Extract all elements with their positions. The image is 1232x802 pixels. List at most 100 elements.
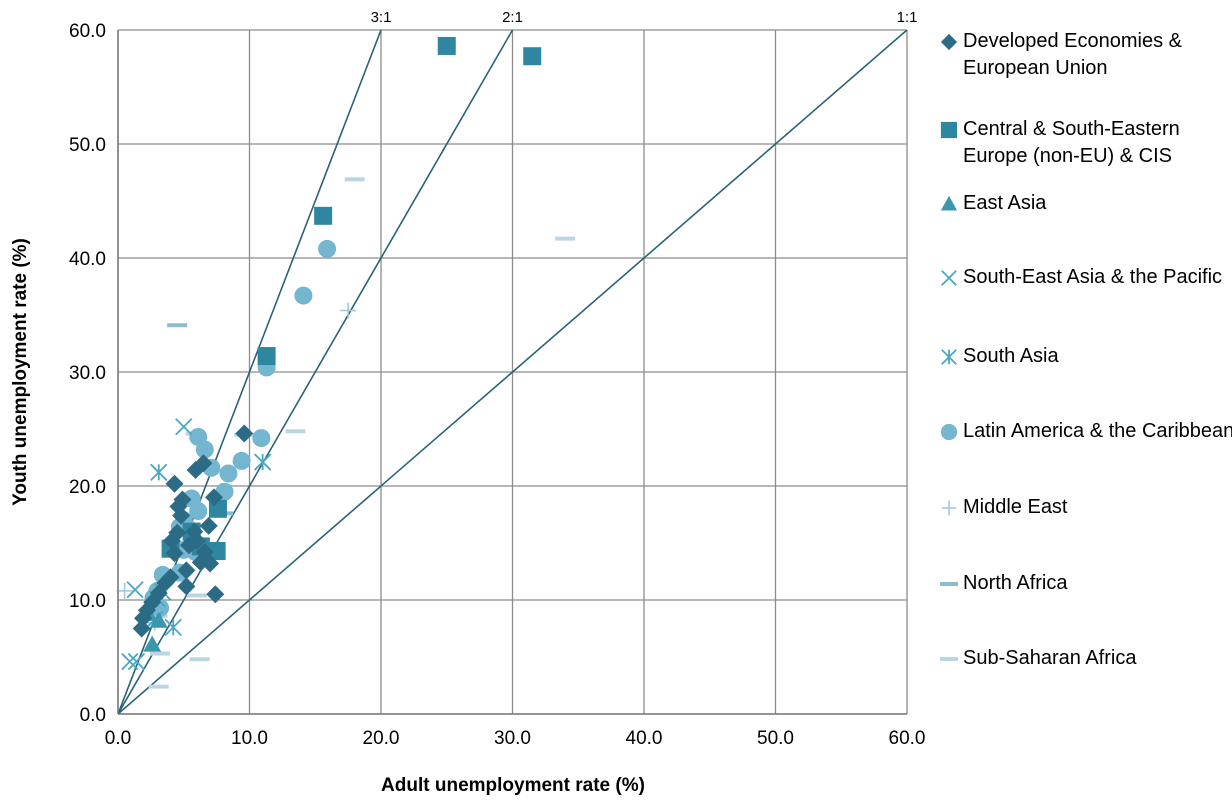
data-point: [252, 429, 271, 448]
axes: 0.0 10.0 20.0 30.0 40.0 50.0 60.0 0.0 10.0 20.0 30…: [69, 21, 925, 749]
ratio-line-2-1: [117, 29, 514, 715]
y-tick-label: 60.0: [69, 21, 106, 42]
data-point: [168, 523, 187, 542]
data-point: [194, 454, 213, 473]
data-point: [165, 544, 184, 563]
legend-item: Central & South-Eastern Europe (non-EU) …: [935, 116, 1232, 170]
series-8: [147, 177, 576, 689]
data-point: [314, 206, 333, 225]
legend-item: East Asia: [935, 190, 1232, 218]
data-point: [148, 684, 169, 689]
legend-label: South-East Asia & the Pacific: [963, 266, 1223, 288]
y-tick-label: 20.0: [69, 477, 106, 498]
ratio-line-label: 3:1: [371, 9, 392, 26]
x-tick-label: 10.0: [231, 728, 268, 749]
legend-marker-icon: [941, 270, 957, 286]
legend-marker-icon: [940, 33, 958, 51]
x-tick-label: 0.0: [105, 728, 131, 749]
data-points: [116, 36, 576, 689]
legend-marker: [935, 28, 963, 56]
legend-marker-icon: [941, 349, 957, 365]
y-tick-label: 50.0: [69, 135, 106, 156]
y-axis-title: Youth unemployment rate (%): [10, 238, 31, 506]
legend-label: East Asia: [963, 192, 1047, 214]
data-point: [177, 577, 196, 596]
ratio-reference-lines: 3:1 2:1 1:1: [117, 9, 918, 715]
legend-marker-icon: [940, 582, 958, 586]
data-point: [201, 554, 220, 573]
x-tick-label: 60.0: [889, 728, 926, 749]
data-point: [189, 657, 210, 662]
legend-marker-shape: [940, 33, 958, 51]
data-point: [206, 585, 225, 604]
data-point: [150, 463, 168, 481]
legend-label: Sub-Saharan Africa: [963, 647, 1137, 669]
ratio-line-label: 2:1: [502, 9, 523, 26]
legend-marker-shape: [940, 657, 958, 661]
series-1: [161, 36, 542, 560]
data-point: [121, 652, 139, 671]
legend-marker: [935, 264, 963, 292]
legend-label: Latin America & the Caribbean: [963, 420, 1232, 442]
x-tick-label: 50.0: [757, 728, 794, 749]
legend-marker-shape: [940, 582, 958, 586]
y-tick-label: 40.0: [69, 249, 106, 270]
x-tick-label: 30.0: [494, 728, 531, 749]
data-point: [207, 541, 226, 560]
legend-marker: [935, 343, 963, 371]
x-axis-title: Adult unemployment rate (%): [381, 775, 645, 796]
data-point: [127, 652, 146, 671]
data-point: [177, 561, 196, 580]
legend-marker-shape: [940, 121, 958, 139]
legend-marker-icon: [940, 423, 958, 441]
data-point: [195, 440, 214, 459]
legend-item: Sub-Saharan Africa: [935, 645, 1232, 673]
legend-marker: [935, 116, 963, 144]
data-point: [523, 47, 542, 66]
data-point: [189, 502, 208, 521]
legend-label: South Asia: [963, 345, 1059, 367]
data-point: [175, 418, 193, 436]
legend-item: Middle East: [935, 494, 1232, 522]
legend-item: South-East Asia & the Pacific: [935, 264, 1232, 292]
data-point: [285, 429, 306, 434]
data-point: [235, 424, 254, 443]
legend-item: Developed Economies & European Union: [935, 28, 1232, 82]
legend-marker: [935, 190, 963, 218]
legend-marker-shape: [940, 423, 958, 441]
x-tick-label: 40.0: [626, 728, 663, 749]
legend-label: Middle East: [963, 496, 1068, 518]
data-point: [555, 236, 576, 241]
legend-marker: [935, 494, 963, 522]
series-0: [132, 424, 254, 638]
data-point: [318, 239, 337, 258]
legend-marker-shape: [941, 270, 957, 286]
data-point: [149, 611, 168, 628]
legend-label: North Africa: [963, 572, 1068, 594]
data-point: [204, 488, 223, 507]
data-point: [150, 651, 171, 656]
data-point: [186, 593, 207, 598]
legend-label: Central & South-Eastern Europe (non-EU) …: [963, 118, 1180, 167]
legend-marker-icon: [941, 500, 957, 516]
ratio-line-label: 1:1: [897, 9, 918, 26]
data-point: [116, 582, 133, 599]
y-tick-label: 0.0: [80, 705, 106, 726]
data-point: [173, 490, 192, 509]
legend-item: South Asia: [935, 343, 1232, 371]
data-point: [172, 506, 191, 525]
y-tick-label: 30.0: [69, 363, 106, 384]
data-point: [187, 531, 206, 550]
legend-marker-shape: [941, 349, 957, 365]
legend-marker: [935, 418, 963, 446]
ratio-line-1-1: [117, 29, 908, 715]
legend-marker: [935, 645, 963, 673]
data-point: [167, 323, 188, 328]
data-point: [340, 302, 357, 319]
legend-item: Latin America & the Caribbean: [935, 418, 1232, 446]
data-point: [143, 635, 162, 652]
legend-marker-icon: [940, 121, 958, 139]
legend-marker-icon: [940, 657, 958, 661]
legend-marker-icon: [940, 195, 958, 211]
